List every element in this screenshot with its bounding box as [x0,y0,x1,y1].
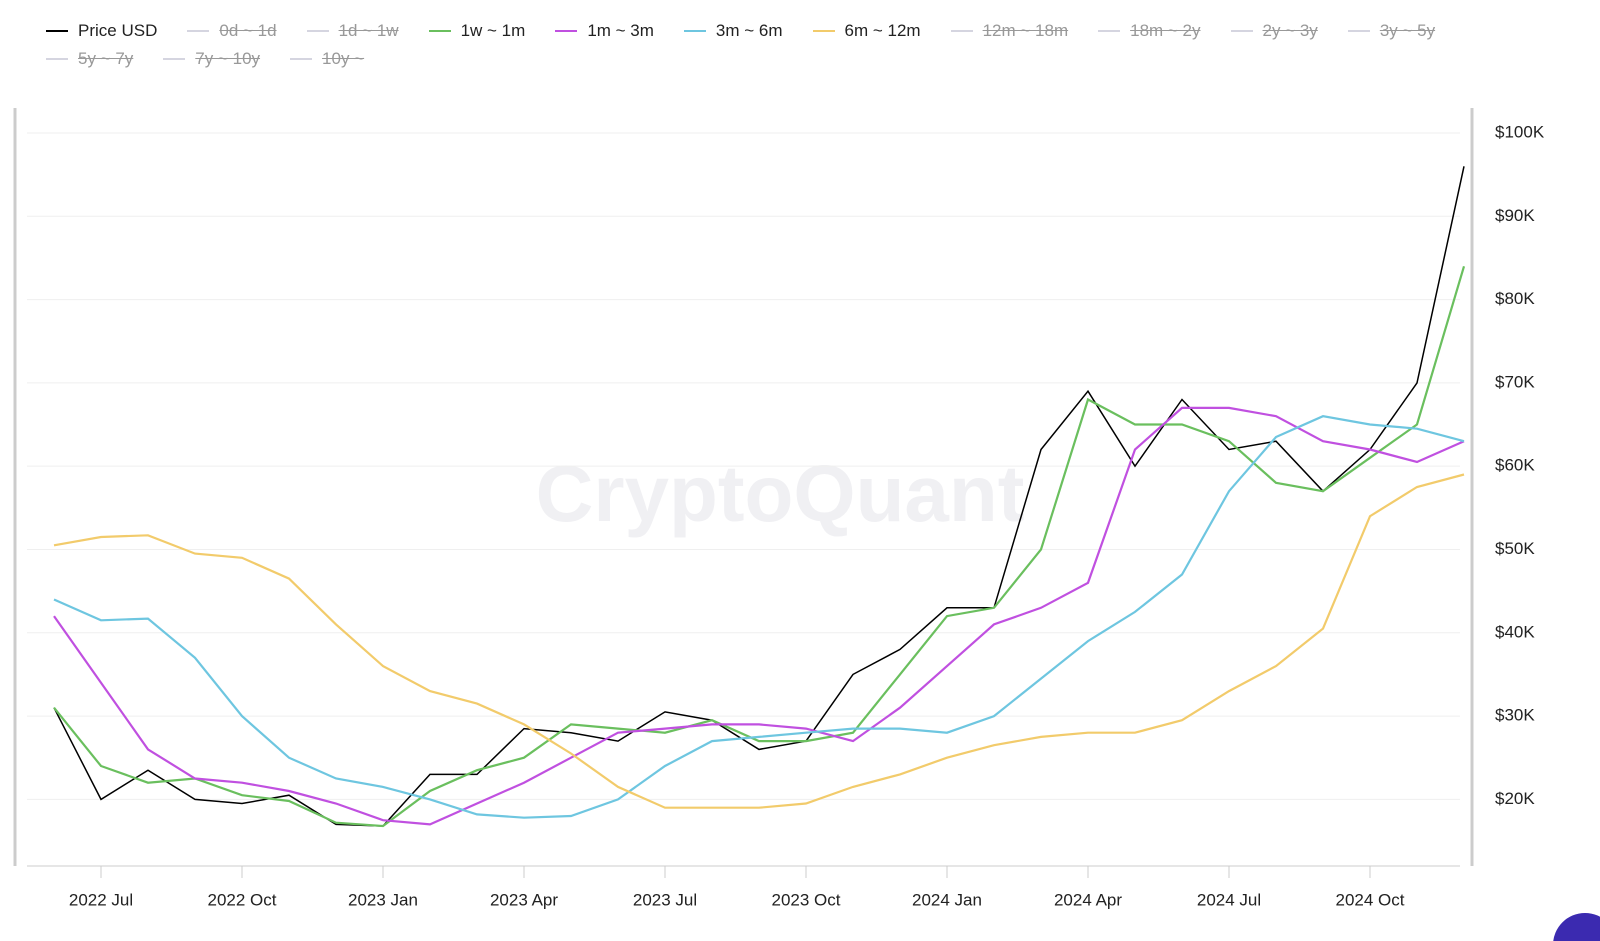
x-tick-label: 2024 Oct [1336,890,1405,909]
legend-swatch [683,30,706,32]
legend-item[interactable]: 1w ~ 1m [428,20,526,42]
y-tick-label: $30K [1495,706,1535,725]
legend-label: 1d ~ 1w [338,21,399,40]
legend-item[interactable]: Price USD [46,20,157,42]
legend-swatch [555,30,578,32]
legend-swatch [306,30,329,32]
legend-swatch [46,30,68,32]
x-tick-label: 2024 Apr [1054,890,1122,909]
legend-item[interactable]: 3m ~ 6m [683,20,783,42]
legend-label: 0d ~ 1d [219,21,277,40]
legend-label: 5y ~ 7y [78,49,134,68]
y-tick-label: $60K [1495,456,1535,475]
legend-item[interactable]: 18m ~ 2y [1098,20,1201,42]
legend-swatch [1347,30,1370,32]
x-tick-label: 2023 Jul [633,890,697,909]
series-line [53,265,1466,828]
x-tick-label: 2022 Jul [69,890,133,909]
legend-swatch [187,30,210,32]
series-line [53,406,1465,826]
legend-label: 6m ~ 12m [844,21,921,40]
corner-badge [1553,913,1600,941]
legend-label: 7y ~ 10y [195,49,261,68]
y-tick-label: $50K [1495,539,1535,558]
legend-label: Price USD [78,21,158,40]
legend-item[interactable]: 1m ~ 3m [555,20,654,42]
legend-item[interactable]: 1d ~ 1w [306,20,399,42]
legend-label: 2y ~ 3y [1262,21,1318,40]
y-tick-label: $90K [1495,206,1535,225]
legend-label: 3m ~ 6m [715,21,783,40]
x-tick-label: 2023 Oct [772,890,841,909]
legend-label: 12m ~ 18m [982,21,1069,40]
x-tick-label: 2024 Jul [1197,890,1261,909]
legend-item[interactable]: 7y ~ 10y [163,48,260,70]
legend-swatch [812,30,835,32]
legend-item[interactable]: 0d ~ 1d [187,20,277,42]
x-tick-label: 2023 Jan [348,890,418,909]
legend-item[interactable]: 6m ~ 12m [812,20,921,42]
legend-swatch [163,58,186,60]
legend-label: 18m ~ 2y [1130,21,1201,40]
y-tick-label: $80K [1495,289,1535,308]
legend-label: 10y ~ [322,49,365,68]
legend-swatch [428,30,451,32]
legend-item[interactable]: 3y ~ 5y [1347,20,1436,42]
legend-swatch [1230,30,1253,32]
legend-label: 3y ~ 5y [1379,21,1436,40]
legend-swatch [290,58,313,60]
legend-swatch [46,58,68,60]
x-tick-label: 2023 Apr [490,890,558,909]
legend-label: 1m ~ 3m [587,21,654,40]
legend-label: 1w ~ 1m [460,21,526,40]
legend-item[interactable]: 10y ~ [290,48,364,70]
legend: Price USD 0d ~ 1d 1d ~ 1w 1w ~ 1m 1m ~ 3m 3m … [46,20,1566,70]
legend-swatch [950,30,973,32]
y-tick-label: $100K [1495,122,1545,141]
series-line [53,473,1465,809]
series-line [53,166,1465,827]
x-tick-label: 2022 Oct [208,890,277,909]
legend-item[interactable]: 5y ~ 7y [46,48,133,70]
legend-swatch [1098,30,1121,32]
legend-item[interactable]: 2y ~ 3y [1230,20,1318,42]
y-tick-label: $70K [1495,372,1535,391]
y-tick-label: $20K [1495,789,1535,808]
y-tick-label: $40K [1495,622,1535,641]
series-line [53,415,1465,819]
legend-item[interactable]: 12m ~ 18m [950,20,1069,42]
watermark: CryptoQuant [536,449,1025,538]
x-tick-label: 2024 Jan [912,890,982,909]
